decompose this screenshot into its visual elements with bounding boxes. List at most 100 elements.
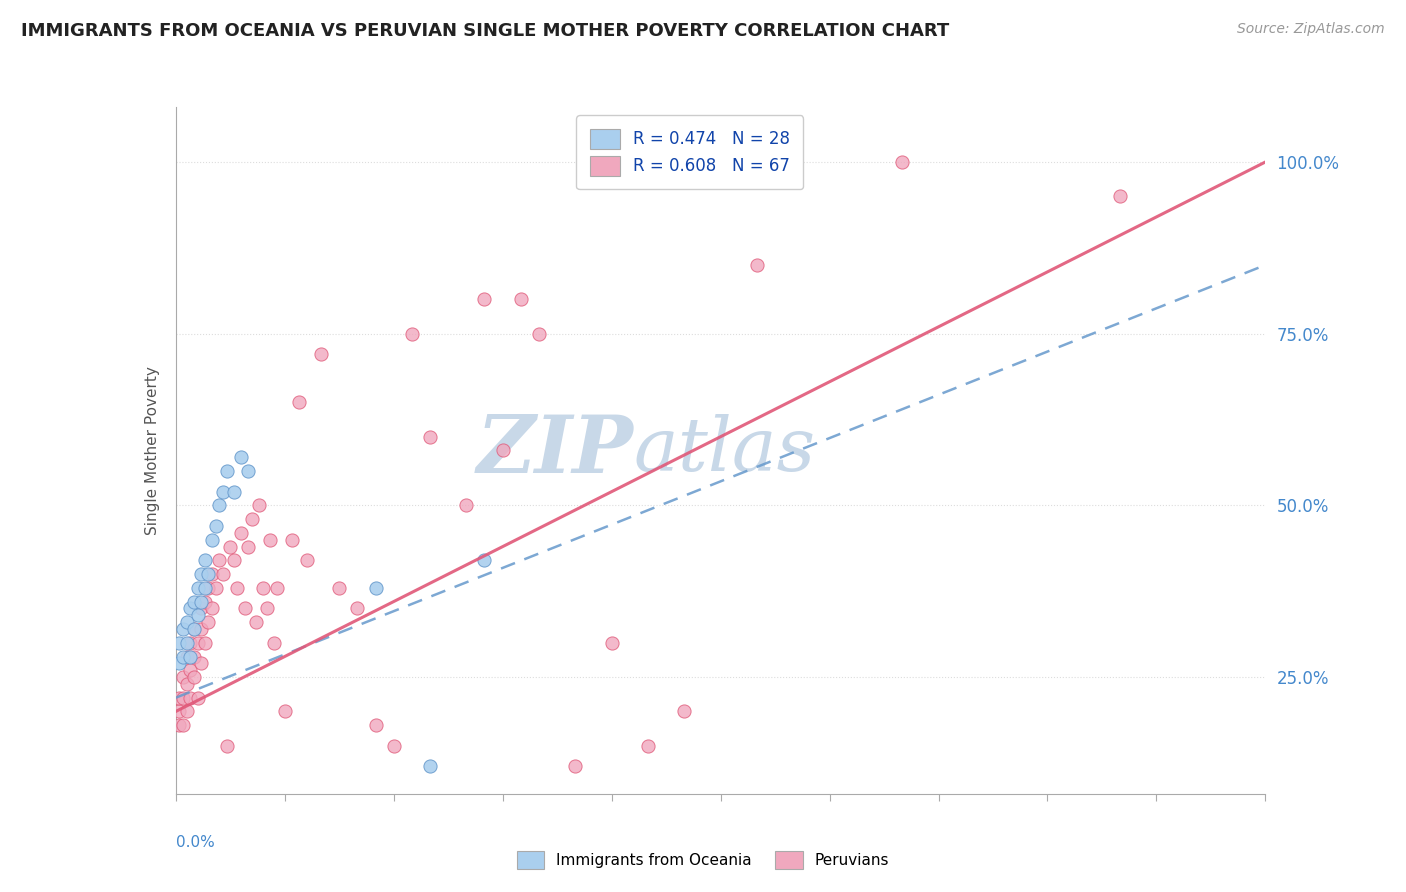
Point — [186, 690, 209, 705]
Point — [169, 718, 191, 732]
Point — [176, 705, 198, 719]
Legend: Immigrants from Oceania, Peruvians: Immigrants from Oceania, Peruvians — [510, 845, 896, 875]
Text: ZIP: ZIP — [477, 412, 633, 489]
Point — [183, 649, 205, 664]
Point — [474, 553, 496, 567]
Point — [231, 450, 253, 465]
Point — [208, 553, 231, 567]
Text: IMMIGRANTS FROM OCEANIA VS PERUVIAN SINGLE MOTHER POVERTY CORRELATION CHART: IMMIGRANTS FROM OCEANIA VS PERUVIAN SING… — [21, 22, 949, 40]
Point — [245, 615, 267, 630]
Point — [179, 690, 201, 705]
Point — [215, 739, 238, 753]
Y-axis label: Single Mother Poverty: Single Mother Poverty — [145, 366, 160, 535]
Point — [204, 519, 226, 533]
Point — [190, 601, 212, 615]
Point — [288, 395, 311, 409]
Point — [208, 499, 231, 513]
Point — [172, 670, 194, 684]
Point — [201, 601, 224, 615]
Point — [222, 484, 245, 499]
Point — [183, 622, 205, 636]
Point — [492, 443, 515, 458]
Point — [204, 581, 226, 595]
Point — [509, 293, 531, 307]
Point — [263, 636, 285, 650]
Point — [252, 581, 274, 595]
Point — [176, 677, 198, 691]
Point — [197, 567, 219, 582]
Point — [474, 293, 496, 307]
Point — [194, 594, 217, 608]
Point — [891, 155, 914, 169]
Text: Source: ZipAtlas.com: Source: ZipAtlas.com — [1237, 22, 1385, 37]
Point — [172, 649, 194, 664]
Text: atlas: atlas — [633, 414, 815, 487]
Point — [172, 690, 194, 705]
Point — [527, 326, 550, 341]
Point — [197, 581, 219, 595]
Point — [190, 622, 212, 636]
Point — [176, 636, 198, 650]
Point — [745, 258, 768, 272]
Point — [179, 663, 201, 677]
Point — [183, 670, 205, 684]
Point — [266, 581, 288, 595]
Point — [382, 739, 405, 753]
Point — [176, 615, 198, 630]
Point — [179, 649, 201, 664]
Point — [186, 581, 209, 595]
Point — [259, 533, 281, 547]
Point — [172, 622, 194, 636]
Point — [215, 464, 238, 478]
Point — [238, 540, 260, 554]
Point — [212, 567, 235, 582]
Point — [1109, 189, 1132, 203]
Point — [190, 567, 212, 582]
Point — [309, 347, 332, 361]
Point — [194, 553, 217, 567]
Point — [186, 636, 209, 650]
Point — [673, 705, 696, 719]
Point — [190, 657, 212, 671]
Point — [226, 581, 249, 595]
Point — [637, 739, 659, 753]
Point — [201, 533, 224, 547]
Point — [176, 649, 198, 664]
Point — [169, 636, 191, 650]
Point — [238, 464, 260, 478]
Point — [274, 705, 297, 719]
Point — [364, 718, 387, 732]
Point — [179, 601, 201, 615]
Point — [295, 553, 318, 567]
Point — [231, 525, 253, 540]
Point — [172, 718, 194, 732]
Point — [212, 484, 235, 499]
Point — [328, 581, 350, 595]
Point — [401, 326, 423, 341]
Point — [194, 581, 217, 595]
Point — [169, 690, 191, 705]
Point — [256, 601, 278, 615]
Point — [346, 601, 368, 615]
Point — [179, 636, 201, 650]
Point — [169, 657, 191, 671]
Point — [281, 533, 304, 547]
Legend: R = 0.474   N = 28, R = 0.608   N = 67: R = 0.474 N = 28, R = 0.608 N = 67 — [576, 115, 803, 189]
Point — [247, 499, 270, 513]
Text: 0.0%: 0.0% — [176, 835, 215, 850]
Point — [201, 567, 224, 582]
Point — [190, 594, 212, 608]
Point — [169, 705, 191, 719]
Point — [219, 540, 242, 554]
Point — [419, 759, 441, 773]
Point — [222, 553, 245, 567]
Point — [186, 608, 209, 623]
Point — [194, 636, 217, 650]
Point — [233, 601, 256, 615]
Point — [183, 622, 205, 636]
Point — [419, 430, 441, 444]
Point — [197, 615, 219, 630]
Point — [183, 594, 205, 608]
Point — [564, 759, 586, 773]
Point — [364, 581, 387, 595]
